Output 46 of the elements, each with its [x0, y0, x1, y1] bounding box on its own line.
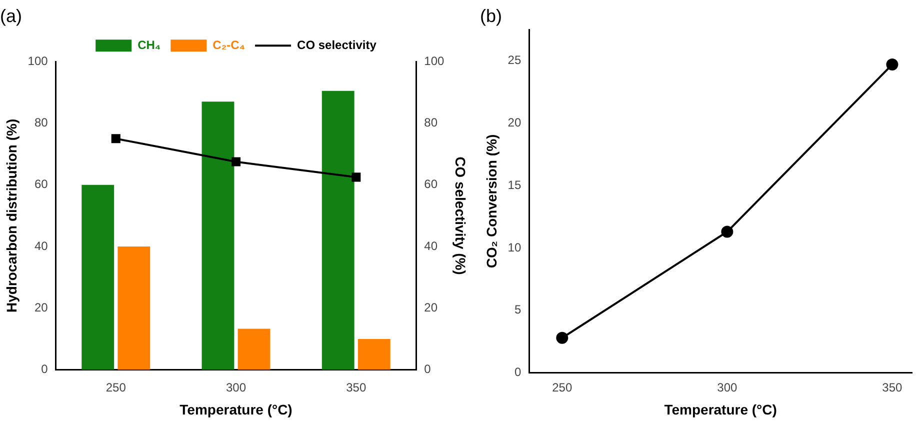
point — [721, 226, 734, 238]
y-tick-label: 100 — [28, 54, 48, 68]
y-tick-label: 60 — [34, 177, 48, 192]
y2-tick-label: 40 — [424, 238, 438, 253]
y-tick-label: 5 — [514, 302, 522, 317]
legend-label: CO selectivity — [297, 38, 377, 52]
chart-title: (a) — [0, 6, 22, 26]
y2-tick-label: 60 — [424, 177, 438, 192]
bar — [118, 246, 150, 370]
y-tick-label: 20 — [34, 300, 48, 314]
x-axis-title: Temperature (°C) — [180, 401, 292, 418]
bar — [202, 102, 234, 370]
bar — [322, 90, 354, 370]
y-tick-label: 20 — [508, 116, 522, 130]
legend-label: C₂-C₄ — [212, 38, 246, 52]
y-axis-title: CO₂ Conversion (%) — [483, 134, 500, 268]
point — [231, 157, 241, 166]
y2-tick-label: 0 — [424, 362, 432, 376]
x-tick-label: 250 — [552, 380, 572, 394]
bar — [82, 184, 114, 370]
legend-label: CH₄ — [138, 38, 161, 52]
y2-tick-label: 80 — [424, 116, 438, 130]
y2-axis-title: CO selectivity (%) — [452, 156, 469, 275]
bar — [238, 328, 270, 370]
point — [886, 58, 898, 71]
bar — [358, 338, 390, 370]
y-tick-label: 15 — [508, 178, 522, 192]
x-tick-label: 350 — [882, 380, 903, 394]
y-tick-label: 10 — [508, 240, 522, 254]
y2-tick-label: 100 — [424, 54, 445, 68]
point — [111, 134, 120, 144]
x-tick-label: 350 — [346, 380, 366, 394]
y-tick-label: 0 — [41, 362, 48, 376]
point — [556, 332, 568, 344]
x-axis-title: Temperature (°C) — [664, 401, 777, 418]
y-tick-label: 80 — [34, 116, 48, 130]
x-tick-label: 300 — [717, 380, 738, 394]
y-tick-label: 25 — [508, 53, 522, 68]
y-tick-label: 40 — [34, 238, 48, 253]
x-tick-label: 300 — [226, 380, 246, 394]
chart-title: (b) — [480, 6, 502, 26]
y-tick-label: 0 — [514, 365, 522, 380]
y-axis-title: Hydrocarbon distribution (%) — [3, 118, 20, 313]
y2-tick-label: 20 — [424, 300, 438, 314]
point — [352, 172, 361, 182]
x-tick-label: 250 — [106, 380, 126, 394]
